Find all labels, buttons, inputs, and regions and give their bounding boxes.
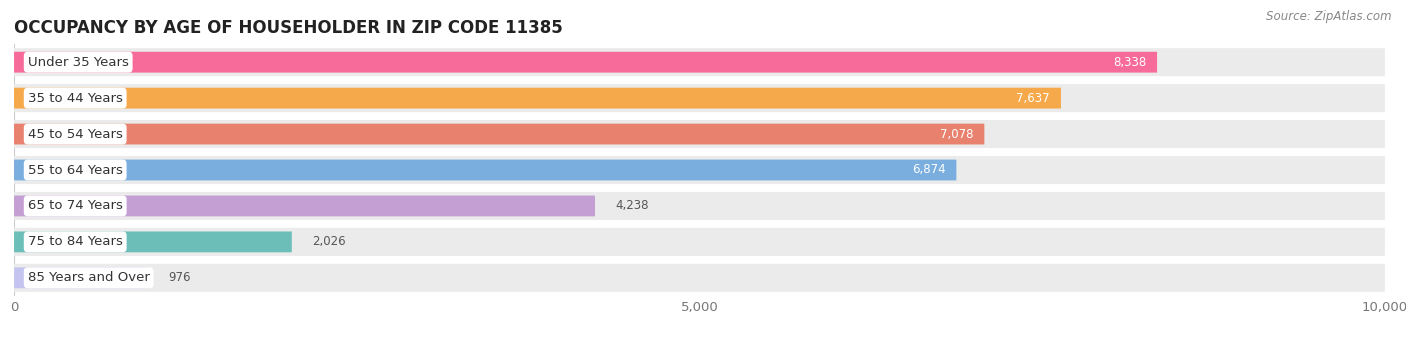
Text: 75 to 84 Years: 75 to 84 Years — [28, 235, 122, 249]
Text: 8,338: 8,338 — [1114, 56, 1146, 69]
Text: 45 to 54 Years: 45 to 54 Years — [28, 128, 122, 140]
FancyBboxPatch shape — [14, 228, 1385, 256]
FancyBboxPatch shape — [14, 195, 595, 216]
Text: 6,874: 6,874 — [911, 164, 945, 176]
Text: 7,637: 7,637 — [1017, 91, 1050, 105]
FancyBboxPatch shape — [14, 84, 1385, 112]
Text: 4,238: 4,238 — [616, 200, 650, 212]
Text: OCCUPANCY BY AGE OF HOUSEHOLDER IN ZIP CODE 11385: OCCUPANCY BY AGE OF HOUSEHOLDER IN ZIP C… — [14, 19, 562, 37]
FancyBboxPatch shape — [14, 124, 984, 144]
Text: Source: ZipAtlas.com: Source: ZipAtlas.com — [1267, 10, 1392, 23]
Text: 2,026: 2,026 — [312, 235, 346, 249]
FancyBboxPatch shape — [14, 88, 1062, 108]
Text: 85 Years and Over: 85 Years and Over — [28, 271, 149, 284]
FancyBboxPatch shape — [14, 264, 1385, 292]
FancyBboxPatch shape — [14, 267, 148, 288]
FancyBboxPatch shape — [14, 52, 1157, 73]
FancyBboxPatch shape — [14, 48, 1385, 76]
Text: Under 35 Years: Under 35 Years — [28, 56, 128, 69]
FancyBboxPatch shape — [14, 156, 1385, 184]
Text: 35 to 44 Years: 35 to 44 Years — [28, 91, 122, 105]
Text: 7,078: 7,078 — [939, 128, 973, 140]
FancyBboxPatch shape — [14, 232, 292, 252]
FancyBboxPatch shape — [14, 120, 1385, 148]
Text: 65 to 74 Years: 65 to 74 Years — [28, 200, 122, 212]
Text: 976: 976 — [169, 271, 191, 284]
FancyBboxPatch shape — [14, 192, 1385, 220]
Text: 55 to 64 Years: 55 to 64 Years — [28, 164, 122, 176]
FancyBboxPatch shape — [14, 159, 956, 181]
